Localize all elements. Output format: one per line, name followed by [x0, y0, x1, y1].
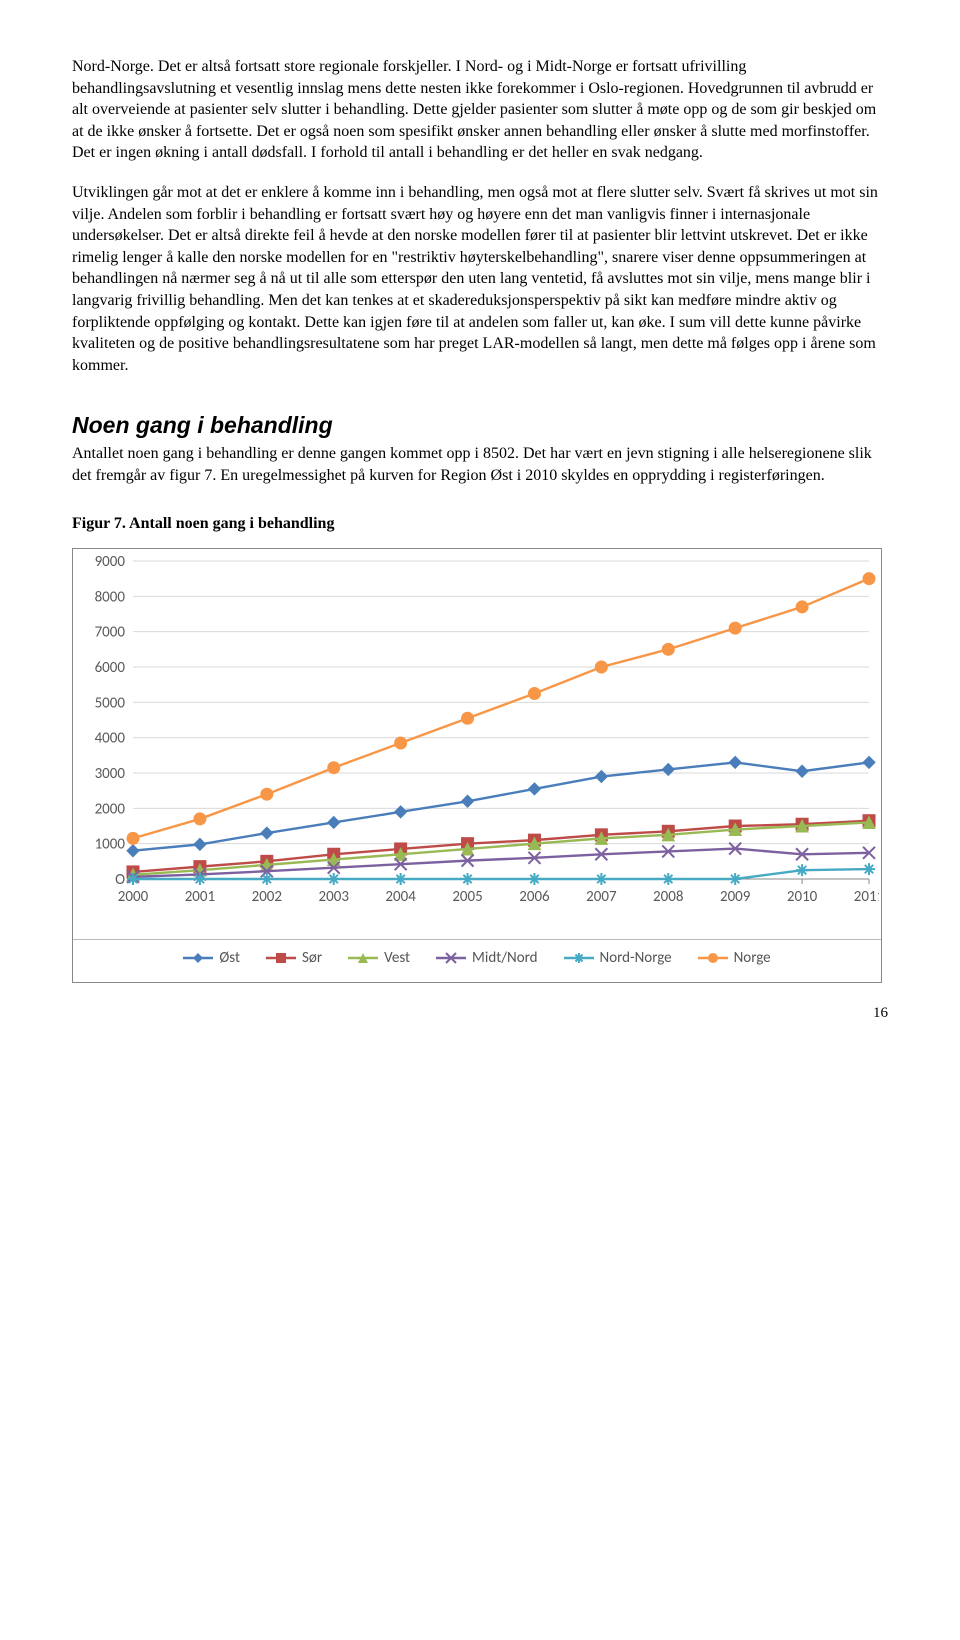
svg-text:2011: 2011 — [854, 888, 879, 906]
svg-text:9000: 9000 — [95, 553, 126, 571]
svg-text:2007: 2007 — [586, 888, 617, 906]
svg-text:O: O — [115, 871, 125, 889]
svg-text:5000: 5000 — [95, 694, 126, 712]
legend-item: Nord-Norge — [564, 948, 672, 968]
line-chart: O 1000 2000 3000 4000 5000 6000 7000 8000 9000 200… — [73, 549, 879, 939]
svg-text:2010: 2010 — [787, 888, 818, 906]
section-heading: Noen gang i behandling — [72, 410, 888, 441]
legend-item: Norge — [698, 948, 771, 968]
svg-text:2004: 2004 — [385, 888, 416, 906]
body-paragraph-2: Utviklingen går mot at det er enklere å … — [72, 182, 888, 376]
legend-item: Øst — [183, 948, 240, 968]
body-paragraph-1: Nord-Norge. Det er altså fortsatt store … — [72, 56, 888, 164]
body-paragraph-3: Antallet noen gang i behandling er denne… — [72, 443, 888, 486]
chart-legend: Øst Sør Vest Midt/Nord Nord-Norge Norge — [73, 939, 881, 982]
page-number: 16 — [72, 1003, 888, 1023]
svg-text:2005: 2005 — [452, 888, 482, 906]
svg-text:4000: 4000 — [95, 730, 126, 748]
svg-text:2009: 2009 — [720, 888, 751, 906]
legend-item: Vest — [348, 948, 410, 968]
svg-text:2001: 2001 — [185, 888, 215, 906]
figure-caption: Figur 7. Antall noen gang i behandling — [72, 513, 888, 535]
svg-text:2008: 2008 — [653, 888, 683, 906]
svg-text:7000: 7000 — [95, 624, 126, 642]
svg-text:6000: 6000 — [95, 659, 126, 677]
svg-text:3000: 3000 — [95, 765, 126, 783]
svg-text:2000: 2000 — [118, 888, 149, 906]
legend-item: Midt/Nord — [436, 948, 537, 968]
legend-item: Sør — [266, 948, 322, 968]
svg-text:2002: 2002 — [252, 888, 282, 906]
svg-text:2006: 2006 — [519, 888, 550, 906]
svg-text:2000: 2000 — [95, 800, 126, 818]
chart-container: O 1000 2000 3000 4000 5000 6000 7000 8000 9000 200… — [72, 548, 882, 983]
svg-text:2003: 2003 — [319, 888, 350, 906]
svg-text:1000: 1000 — [95, 836, 126, 854]
svg-text:8000: 8000 — [95, 588, 126, 606]
